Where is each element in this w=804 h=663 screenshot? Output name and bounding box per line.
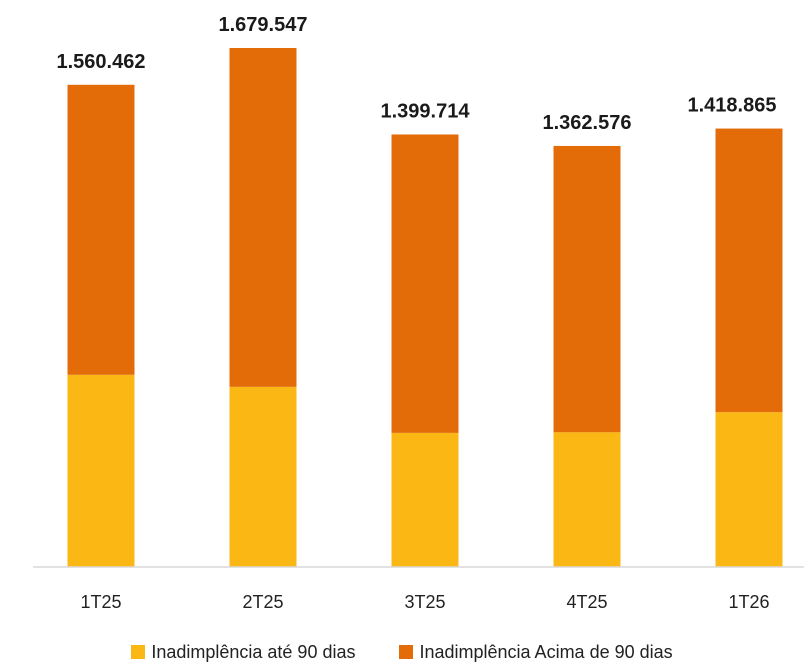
bar-2T25-ate-90 [229, 386, 297, 567]
bar-4T25-acima-90 [553, 145, 621, 433]
total-label-1T26: 1.418.865 [688, 95, 777, 117]
bar-1T25-acima-90 [67, 84, 135, 375]
total-label-3T25: 1.399.714 [381, 100, 471, 122]
x-tick-label-3T25: 3T25 [404, 592, 445, 612]
legend-swatch-ate-90 [131, 645, 146, 659]
legend-item-ate-90: Inadimplência até 90 dias [131, 642, 355, 663]
labels-layer: 1.560.462 1T25 1.679.547 2T25 1.399.714 3T25 1… [57, 14, 777, 612]
stacked-bar-chart: 1.560.462 1T25 1.679.547 2T25 1.399.714 3T25 1… [33, 14, 804, 612]
bar-1T26-ate-90 [715, 412, 783, 567]
legend-label-acima-90: Inadimplência Acima de 90 dias [419, 641, 673, 662]
x-tick-label-4T25: 4T25 [566, 592, 607, 612]
bars-layer [67, 48, 783, 567]
bar-2T25-acima-90 [229, 48, 297, 387]
total-label-1T25: 1.560.462 [57, 51, 146, 73]
total-label-4T25: 1.362.576 [543, 112, 632, 134]
legend-swatch-acima-90 [399, 645, 414, 659]
bar-3T25-ate-90 [391, 432, 459, 567]
bar-1T26-acima-90 [715, 128, 783, 413]
legend-item-acima-90: Inadimplência Acima de 90 dias [399, 641, 673, 663]
x-tick-label-1T25: 1T25 [80, 592, 121, 612]
total-label-2T25: 1.679.547 [219, 14, 308, 36]
legend: Inadimplência até 90 dias Inadimplência … [0, 641, 804, 663]
bar-4T25-ate-90 [553, 432, 621, 567]
legend-label-ate-90: Inadimplência até 90 dias [151, 641, 356, 662]
bar-3T25-acima-90 [391, 134, 459, 433]
bar-1T25-ate-90 [67, 374, 135, 567]
x-tick-label-2T25: 2T25 [242, 592, 283, 612]
x-tick-label-1T26: 1T26 [728, 592, 769, 612]
